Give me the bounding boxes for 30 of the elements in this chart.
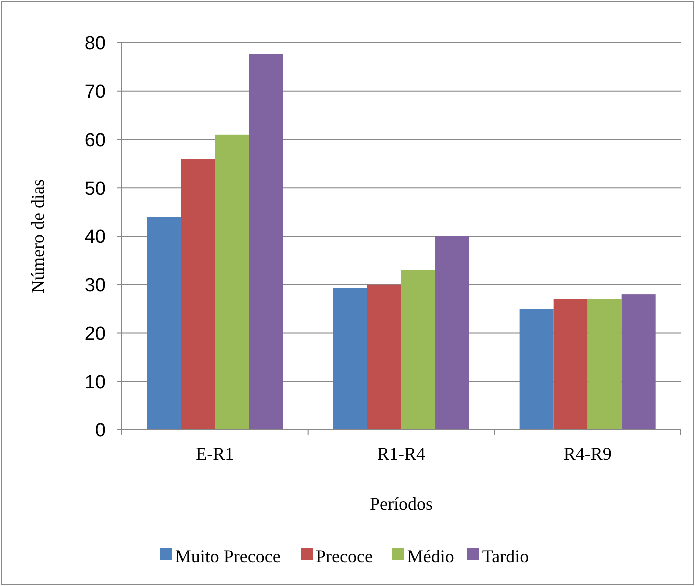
bar <box>588 299 622 430</box>
y-tick-label: 0 <box>95 420 106 442</box>
legend-label: Tardio <box>482 546 530 566</box>
bar <box>215 134 250 430</box>
bar <box>402 270 436 430</box>
bar <box>554 299 588 430</box>
y-tick-label: 10 <box>84 372 106 394</box>
y-tick-label: 70 <box>84 82 106 104</box>
legend-label: Médio <box>407 546 454 566</box>
x-axis-title: Períodos <box>370 494 433 514</box>
y-tick-label: 20 <box>84 324 106 345</box>
bar <box>622 294 656 430</box>
bar <box>249 54 284 430</box>
legend-label: Muito Precoce <box>175 546 281 566</box>
x-tick-label: E-R1 <box>196 444 234 464</box>
y-tick-label: 60 <box>84 130 106 152</box>
bar <box>181 159 216 430</box>
y-tick-label: 40 <box>84 227 106 248</box>
bar <box>520 309 554 430</box>
legend-label: Precoce <box>316 546 373 566</box>
bar <box>436 236 470 430</box>
bar <box>147 217 182 430</box>
y-tick-label: 50 <box>84 178 106 200</box>
bar <box>367 284 402 430</box>
bar <box>333 288 368 430</box>
y-tick-label: 80 <box>84 34 106 55</box>
x-tick-label: R1-R4 <box>377 444 426 464</box>
y-tick-label: 30 <box>84 276 106 297</box>
x-tick-label: R4-R9 <box>564 444 612 464</box>
y-axis-title: Número de dias <box>28 180 48 294</box>
